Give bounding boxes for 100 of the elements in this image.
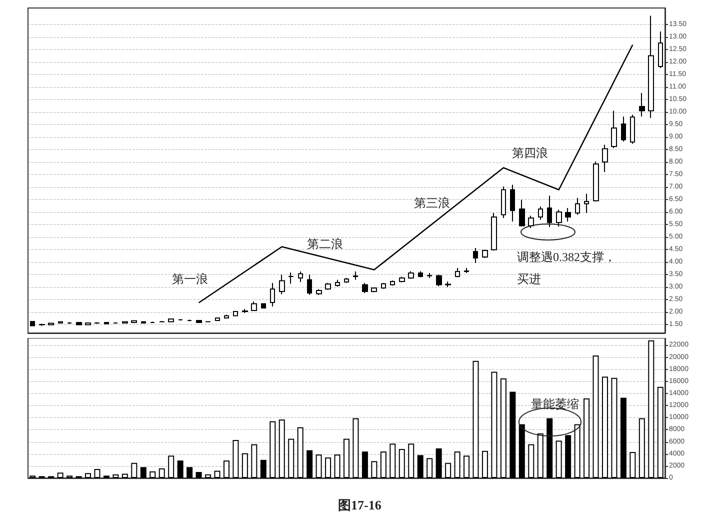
candlestick (30, 320, 35, 326)
bar (288, 438, 294, 478)
bar (232, 440, 239, 478)
bar (344, 438, 350, 478)
candlestick (67, 322, 72, 324)
annotation: 第四浪 (512, 146, 548, 160)
bar (140, 467, 146, 478)
bar (657, 386, 664, 478)
candlestick (215, 317, 220, 322)
bar (518, 424, 525, 478)
candlestick (473, 248, 478, 264)
candlestick (335, 279, 340, 287)
candlestick (482, 249, 488, 258)
candlestick (344, 278, 349, 284)
candlestick (261, 302, 266, 309)
candlestick (141, 320, 146, 324)
bar (112, 474, 119, 478)
bar (214, 470, 220, 478)
candlestick (196, 320, 202, 324)
candlestick (307, 274, 312, 296)
candlestick (528, 215, 534, 228)
bar (371, 461, 378, 478)
candlestick (288, 272, 294, 284)
candlestick (556, 209, 562, 227)
bar (150, 471, 156, 478)
candlestick (408, 270, 414, 280)
bar (546, 418, 553, 478)
bar (316, 454, 322, 478)
candlestick (445, 281, 451, 288)
candlestick (621, 116, 626, 142)
bar (297, 427, 304, 478)
bar (270, 421, 276, 478)
candlestick (353, 271, 358, 280)
candlestick (362, 282, 368, 294)
candlestick (510, 184, 515, 222)
bar (278, 419, 285, 478)
candlestick (131, 320, 137, 324)
annotation: 第三浪 (414, 196, 450, 210)
candlestick (602, 144, 608, 172)
bar (472, 360, 479, 478)
candlestick (251, 301, 257, 312)
candlestick (575, 198, 580, 216)
annotation: 第二浪 (307, 237, 343, 251)
candlestick (94, 322, 100, 324)
bar (390, 444, 396, 478)
bar (242, 453, 248, 478)
bar (186, 467, 193, 478)
candlestick (658, 31, 663, 68)
candlestick (298, 271, 303, 282)
bar (648, 340, 654, 478)
candlestick (76, 322, 82, 326)
candlestick (565, 208, 571, 222)
bar (426, 458, 433, 478)
bar (158, 468, 165, 478)
bar (417, 455, 424, 478)
candlestick (436, 274, 442, 287)
line-series (198, 44, 634, 304)
bar (454, 451, 460, 478)
bar (168, 456, 174, 478)
candlestick (501, 186, 506, 218)
bar (94, 468, 100, 478)
bar (205, 474, 212, 478)
bar (445, 462, 452, 478)
bar (565, 435, 572, 478)
candlestick (639, 92, 645, 117)
candlestick (399, 276, 405, 283)
bar (325, 457, 332, 478)
bar (630, 452, 636, 478)
bar (638, 418, 645, 478)
candlestick (455, 268, 460, 278)
bar (537, 433, 544, 478)
bar (464, 456, 470, 478)
candlestick (584, 193, 589, 214)
bar (334, 454, 340, 478)
bar (196, 472, 202, 478)
candlestick (168, 318, 174, 322)
bar (85, 473, 92, 478)
candlestick (122, 320, 128, 324)
candlestick (48, 322, 54, 326)
caption: 图17-16 (338, 498, 382, 512)
candlestick (630, 114, 635, 144)
candlestick (316, 288, 322, 296)
bar (362, 451, 368, 478)
candlestick (491, 212, 497, 251)
candlestick (270, 282, 275, 307)
bar (620, 398, 626, 478)
bar (352, 418, 359, 478)
bar (500, 378, 506, 478)
bar (251, 444, 258, 478)
bar (510, 392, 516, 478)
candlestick (519, 199, 525, 227)
candlestick (611, 110, 617, 148)
bar (556, 440, 562, 478)
bar (398, 449, 405, 478)
candlestick (538, 206, 543, 220)
bar (306, 450, 313, 478)
bar (408, 444, 414, 478)
candlestick (85, 322, 91, 326)
bar (380, 451, 386, 478)
annotation: 调整遇0.382支撑，买进 (517, 250, 616, 286)
